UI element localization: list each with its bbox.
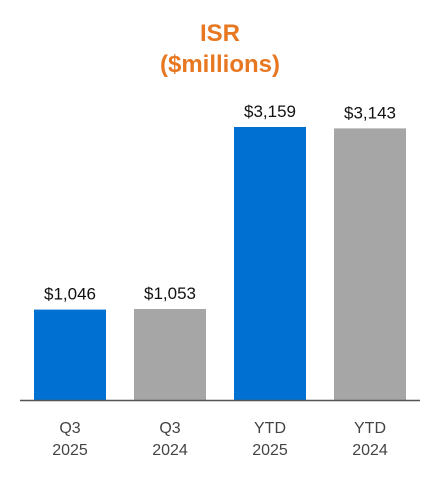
tick-label-4-line-1: YTD <box>354 420 386 437</box>
value-label-3: $3,159 <box>244 102 296 121</box>
tick-label-2-line-2: 2024 <box>152 442 188 459</box>
tick-label-3-line-2: 2025 <box>252 442 288 459</box>
tick-label-1-line-2: 2025 <box>52 442 88 459</box>
bar-2 <box>134 309 206 400</box>
tick-label-3-line-1: YTD <box>254 420 286 437</box>
bar-4 <box>334 128 406 400</box>
value-label-2: $1,053 <box>144 284 196 303</box>
tick-label-1-line-1: Q3 <box>59 420 80 437</box>
chart-title-line-1: ISR <box>200 20 240 47</box>
tick-label-4-line-2: 2024 <box>352 442 388 459</box>
bar-1 <box>34 309 106 400</box>
value-label-4: $3,143 <box>344 103 396 122</box>
value-label-1: $1,046 <box>44 285 96 304</box>
x-tick-labels-group: Q3 2025 Q3 2024 YTD 2025 YTD 2024 <box>52 420 388 459</box>
chart-title-line-2: ($millions) <box>160 51 280 78</box>
value-labels-group: $1,046 $1,053 $3,159 $3,143 <box>44 102 396 304</box>
tick-label-2-line-1: Q3 <box>159 420 180 437</box>
bars-group <box>34 127 406 400</box>
bar-3 <box>234 127 306 400</box>
chart-title: ISR ($millions) <box>160 20 280 78</box>
